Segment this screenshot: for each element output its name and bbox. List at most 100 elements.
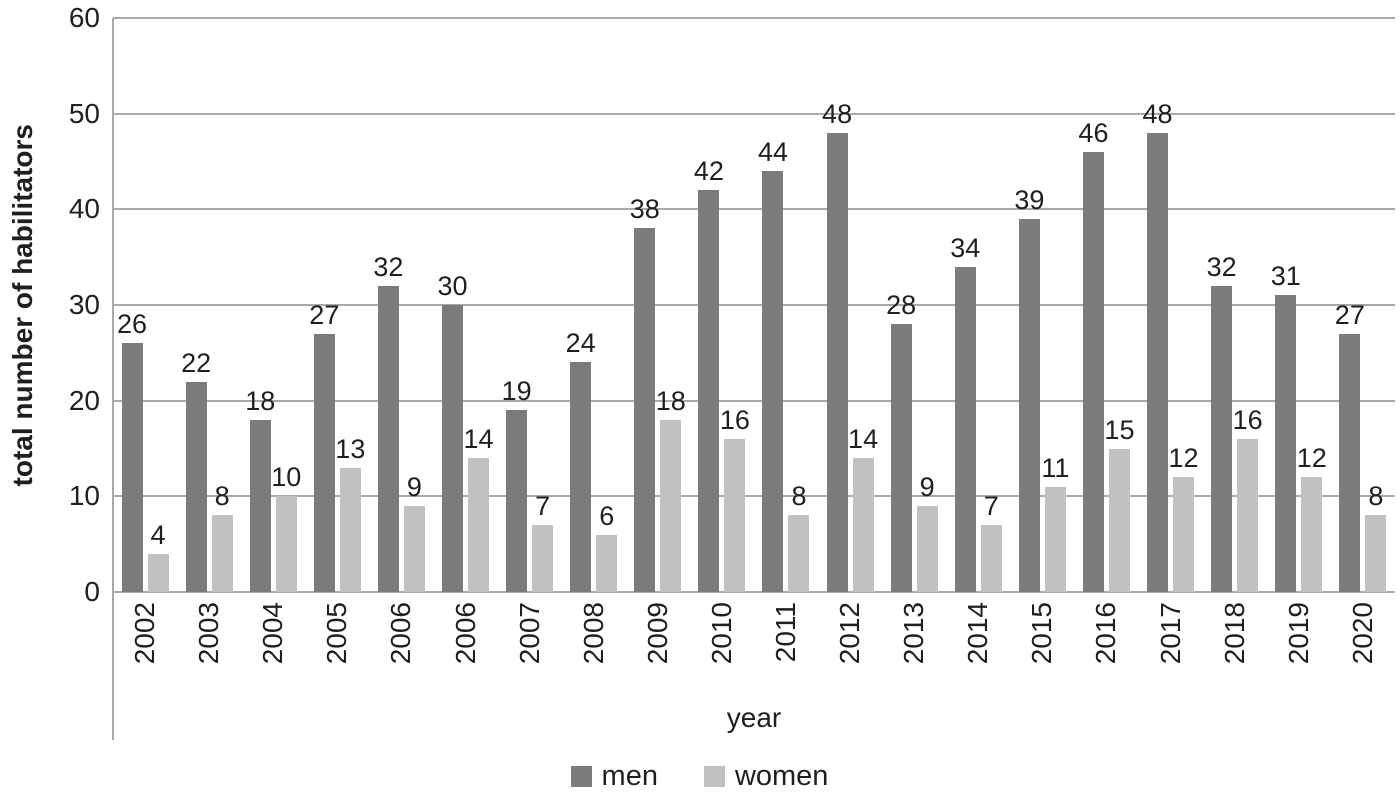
category-group-2002: 26 4 bbox=[113, 18, 177, 592]
bar-slot-men-2003: 22 bbox=[181, 18, 211, 592]
x-tick-cell-2003: 2003 bbox=[177, 602, 241, 697]
x-tick-cell-2014: 2014 bbox=[946, 602, 1010, 697]
gridline-10 bbox=[113, 495, 1395, 498]
bar-slot-women-2016: 15 bbox=[1104, 18, 1134, 592]
y-tick-label-10: 10 bbox=[68, 480, 100, 512]
y-tick-label-0: 0 bbox=[84, 576, 100, 607]
bar-value-label: 24 bbox=[565, 328, 596, 359]
bar-value-label: 22 bbox=[181, 347, 212, 378]
category-group-2020: 27 8 bbox=[1331, 18, 1395, 592]
bar-value-label: 16 bbox=[719, 404, 750, 435]
bar-men-2017 bbox=[1147, 132, 1169, 592]
y-tick-label-30: 30 bbox=[68, 289, 100, 320]
bar-slot-women-2015: 11 bbox=[1041, 18, 1069, 592]
x-tick-cell-2020: 2020 bbox=[1331, 602, 1395, 697]
bar-slot-women-2005: 13 bbox=[335, 18, 365, 592]
x-tick-label-2002: 2002 bbox=[129, 602, 161, 665]
bar-women-2006 bbox=[468, 458, 490, 592]
bar-slot-men-2007: 19 bbox=[502, 18, 532, 592]
bar-value-label: 31 bbox=[1270, 261, 1301, 292]
x-tick-cell-2011: 2011 bbox=[754, 602, 818, 697]
bar-value-label: 13 bbox=[335, 433, 366, 464]
x-tick-cell-2005: 2005 bbox=[305, 602, 369, 697]
category-group-2012: 48 14 bbox=[818, 18, 882, 592]
bar-men-2016 bbox=[1082, 151, 1104, 592]
bar-women-2008 bbox=[596, 534, 618, 592]
bar-women-2012 bbox=[852, 458, 874, 592]
bar-slot-men-2017: 48 bbox=[1143, 18, 1173, 592]
bar-women-2016 bbox=[1108, 448, 1130, 592]
bar-slot-women-2017: 12 bbox=[1169, 18, 1199, 592]
bar-value-label: 28 bbox=[886, 290, 917, 321]
bar-value-label: 16 bbox=[1232, 404, 1263, 435]
bar-value-label: 18 bbox=[655, 385, 686, 416]
bar-slot-women-2008: 6 bbox=[596, 18, 618, 592]
category-group-2018: 32 16 bbox=[1203, 18, 1267, 592]
bar-women-2013 bbox=[916, 505, 938, 592]
plot-area: 26 4 22 8 18 10 27 13 32 9 30 14 19 7 24 6 38 18 42 16 44 8 48… bbox=[113, 17, 1395, 593]
bar-groups: 26 4 22 8 18 10 27 13 32 9 30 14 19 7 24 6 38 18 42 16 44 8 48… bbox=[113, 18, 1395, 592]
bar-women-2003 bbox=[211, 515, 233, 592]
y-tick-label-40: 40 bbox=[68, 193, 100, 225]
bar-value-label: 27 bbox=[309, 299, 340, 330]
x-tick-cell-2009: 2009 bbox=[626, 602, 690, 697]
bar-slot-women-2006: 9 bbox=[403, 18, 425, 592]
category-group-2006: 32 9 bbox=[369, 18, 433, 592]
x-tick-label-2006: 2006 bbox=[385, 602, 417, 665]
bar-slot-women-2006: 14 bbox=[463, 18, 494, 592]
bar-slot-women-2019: 12 bbox=[1297, 18, 1327, 592]
bar-value-label: 19 bbox=[501, 376, 532, 407]
x-axis-tick-labels: 2002 2003 2004 2005 2006 2006 2007 2008 2009 2010… bbox=[113, 602, 1395, 697]
category-group-2019: 31 12 bbox=[1267, 18, 1331, 592]
bar-slot-men-2004: 18 bbox=[245, 18, 275, 592]
bar-men-2003 bbox=[185, 381, 207, 592]
bar-value-label: 14 bbox=[848, 424, 879, 455]
bar-men-2018 bbox=[1211, 285, 1233, 592]
bar-women-2010 bbox=[724, 438, 746, 592]
bar-women-2002 bbox=[147, 553, 169, 592]
bar-value-label: 8 bbox=[214, 481, 230, 512]
bar-value-label: 4 bbox=[150, 519, 166, 550]
gridline-40 bbox=[113, 208, 1395, 211]
x-tick-cell-2012: 2012 bbox=[818, 602, 882, 697]
bar-slot-men-2015: 39 bbox=[1014, 18, 1044, 592]
bar-value-label: 15 bbox=[1104, 414, 1135, 445]
bar-women-2011 bbox=[788, 515, 810, 592]
bar-value-label: 26 bbox=[117, 309, 148, 340]
bar-value-label: 32 bbox=[1206, 251, 1237, 282]
bar-slot-women-2009: 18 bbox=[656, 18, 686, 592]
y-tick-label-50: 50 bbox=[68, 97, 100, 129]
category-group-2016: 46 15 bbox=[1074, 18, 1138, 592]
category-group-2011: 44 8 bbox=[754, 18, 818, 592]
bar-men-2013 bbox=[890, 324, 912, 592]
x-tick-cell-2019: 2019 bbox=[1267, 602, 1331, 697]
category-group-2008: 24 6 bbox=[562, 18, 626, 592]
y-tick-label-60: 60 bbox=[68, 2, 100, 33]
bar-women-2018 bbox=[1237, 438, 1259, 592]
bar-slot-men-2019: 31 bbox=[1271, 18, 1301, 592]
bar-value-label: 18 bbox=[245, 385, 276, 416]
bar-value-label: 9 bbox=[919, 471, 935, 502]
x-tick-cell-2013: 2013 bbox=[882, 602, 946, 697]
bar-value-label: 7 bbox=[535, 491, 551, 522]
bar-value-label: 12 bbox=[1168, 443, 1199, 474]
bar-men-2014 bbox=[954, 266, 976, 592]
category-group-2013: 28 9 bbox=[882, 18, 946, 592]
x-tick-label-2009: 2009 bbox=[641, 602, 673, 665]
x-tick-cell-2016: 2016 bbox=[1074, 602, 1138, 697]
x-tick-cell-2006: 2006 bbox=[369, 602, 433, 697]
bar-men-2002 bbox=[121, 343, 143, 592]
bar-value-label: 7 bbox=[983, 491, 999, 522]
bar-value-label: 14 bbox=[463, 424, 494, 455]
legend-item-men: men bbox=[570, 760, 658, 793]
bar-slot-men-2002: 26 bbox=[117, 18, 147, 592]
bar-value-label: 42 bbox=[693, 156, 724, 187]
x-tick-label-2015: 2015 bbox=[1026, 602, 1058, 665]
bar-men-2010 bbox=[698, 190, 720, 592]
bar-slot-men-2013: 28 bbox=[886, 18, 916, 592]
bar-value-label: 38 bbox=[629, 194, 660, 225]
x-tick-cell-2010: 2010 bbox=[690, 602, 754, 697]
bar-women-2005 bbox=[339, 467, 361, 592]
gridline-0 bbox=[113, 591, 1395, 593]
gridline-60 bbox=[113, 17, 1395, 19]
